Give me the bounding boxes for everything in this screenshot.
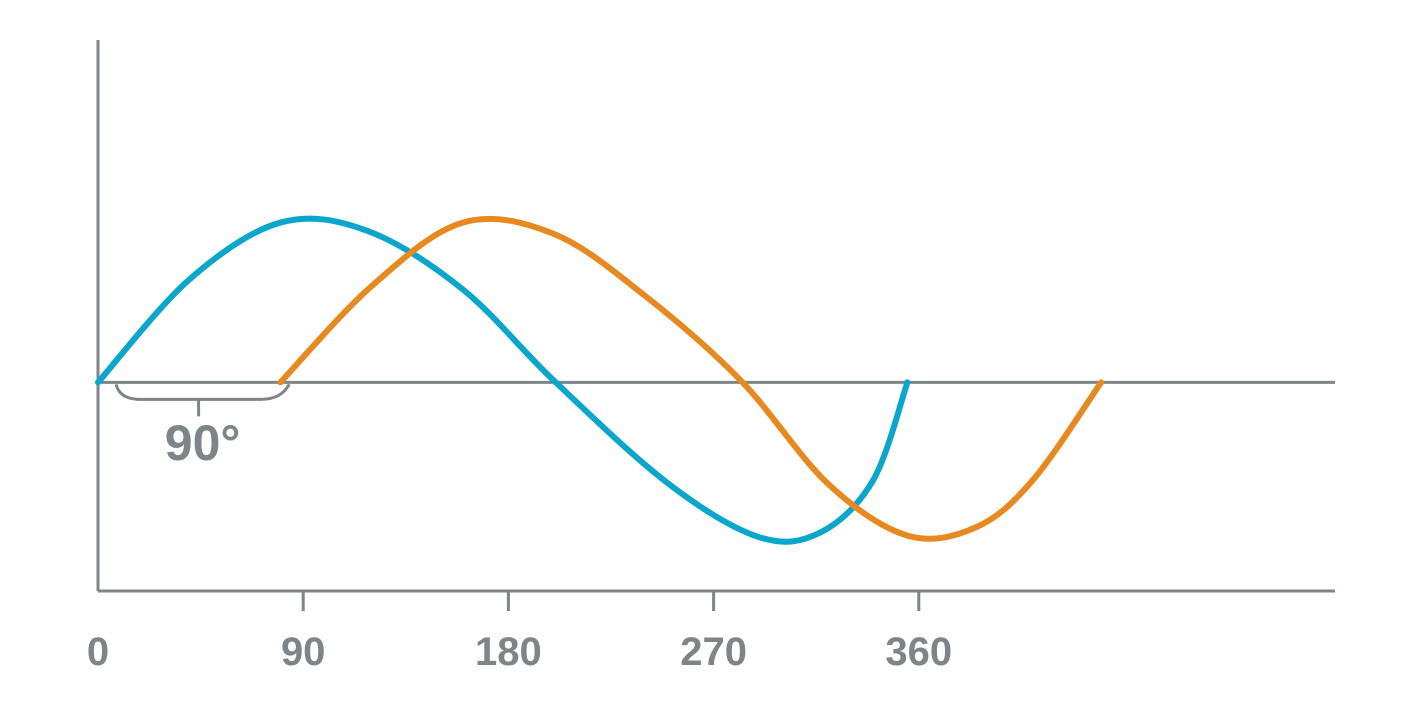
phase-bracket [114,383,291,417]
x-tick-label: 270 [680,630,747,674]
x-tick-label: 360 [885,630,952,674]
series-line-wave-1 [95,215,911,545]
phase-annotation: 90° [114,383,291,471]
x-tick-label: 90 [281,630,326,674]
x-tick-group: 0 90 180 270 360 [87,591,952,674]
series-group [95,215,1105,545]
x-tick-label: 0 [87,630,109,674]
x-tick-label: 180 [475,630,542,674]
series-line-wave-2 [277,215,1105,542]
phase-shift-label: 90° [165,415,241,471]
